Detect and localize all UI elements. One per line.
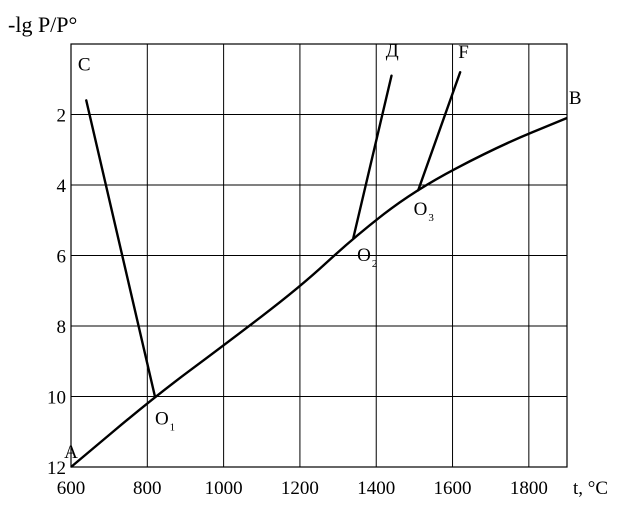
- point-label: Д: [386, 40, 399, 61]
- x-tick-label: 1000: [205, 478, 243, 499]
- point-labels: A B C Д F O1 O2 O3: [64, 40, 581, 463]
- y-tick-label: 6: [57, 247, 67, 268]
- x-tick-label: 1200: [281, 478, 319, 499]
- series-group: [70, 70, 568, 468]
- curve-a-b: [70, 116, 568, 468]
- x-tick-label: 1400: [357, 478, 395, 499]
- segment-line: [417, 70, 462, 192]
- plot-frame: [70, 43, 568, 468]
- x-tick-labels: 600 800 1000 1200 1400 1600 1800: [57, 478, 548, 499]
- y-tick-label: 4: [57, 176, 67, 197]
- x-tick-label: 1600: [434, 478, 472, 499]
- y-axis-label: -lg P/P°: [8, 12, 77, 37]
- y-tick-label: 2: [57, 106, 67, 127]
- x-tick-label: 600: [57, 478, 86, 499]
- point-label: C: [78, 54, 91, 75]
- x-tick-label: 800: [133, 478, 162, 499]
- y-tick-label: 10: [47, 388, 66, 409]
- x-tick-label: 1800: [510, 478, 548, 499]
- x-axis-label: t, °C: [573, 478, 608, 499]
- point-label: O2: [357, 245, 377, 270]
- point-label: O3: [414, 199, 435, 224]
- y-tick-labels: 2 4 6 8 10 12: [47, 106, 67, 480]
- y-tick-label: 8: [57, 317, 67, 338]
- segment-line: [352, 74, 393, 240]
- point-label: F: [458, 42, 469, 63]
- y-tick-label: 12: [47, 458, 66, 479]
- segment-line: [85, 99, 157, 398]
- point-label: B: [569, 88, 582, 109]
- point-label: A: [64, 442, 78, 463]
- point-label: O1: [155, 409, 175, 434]
- grid: [71, 44, 567, 467]
